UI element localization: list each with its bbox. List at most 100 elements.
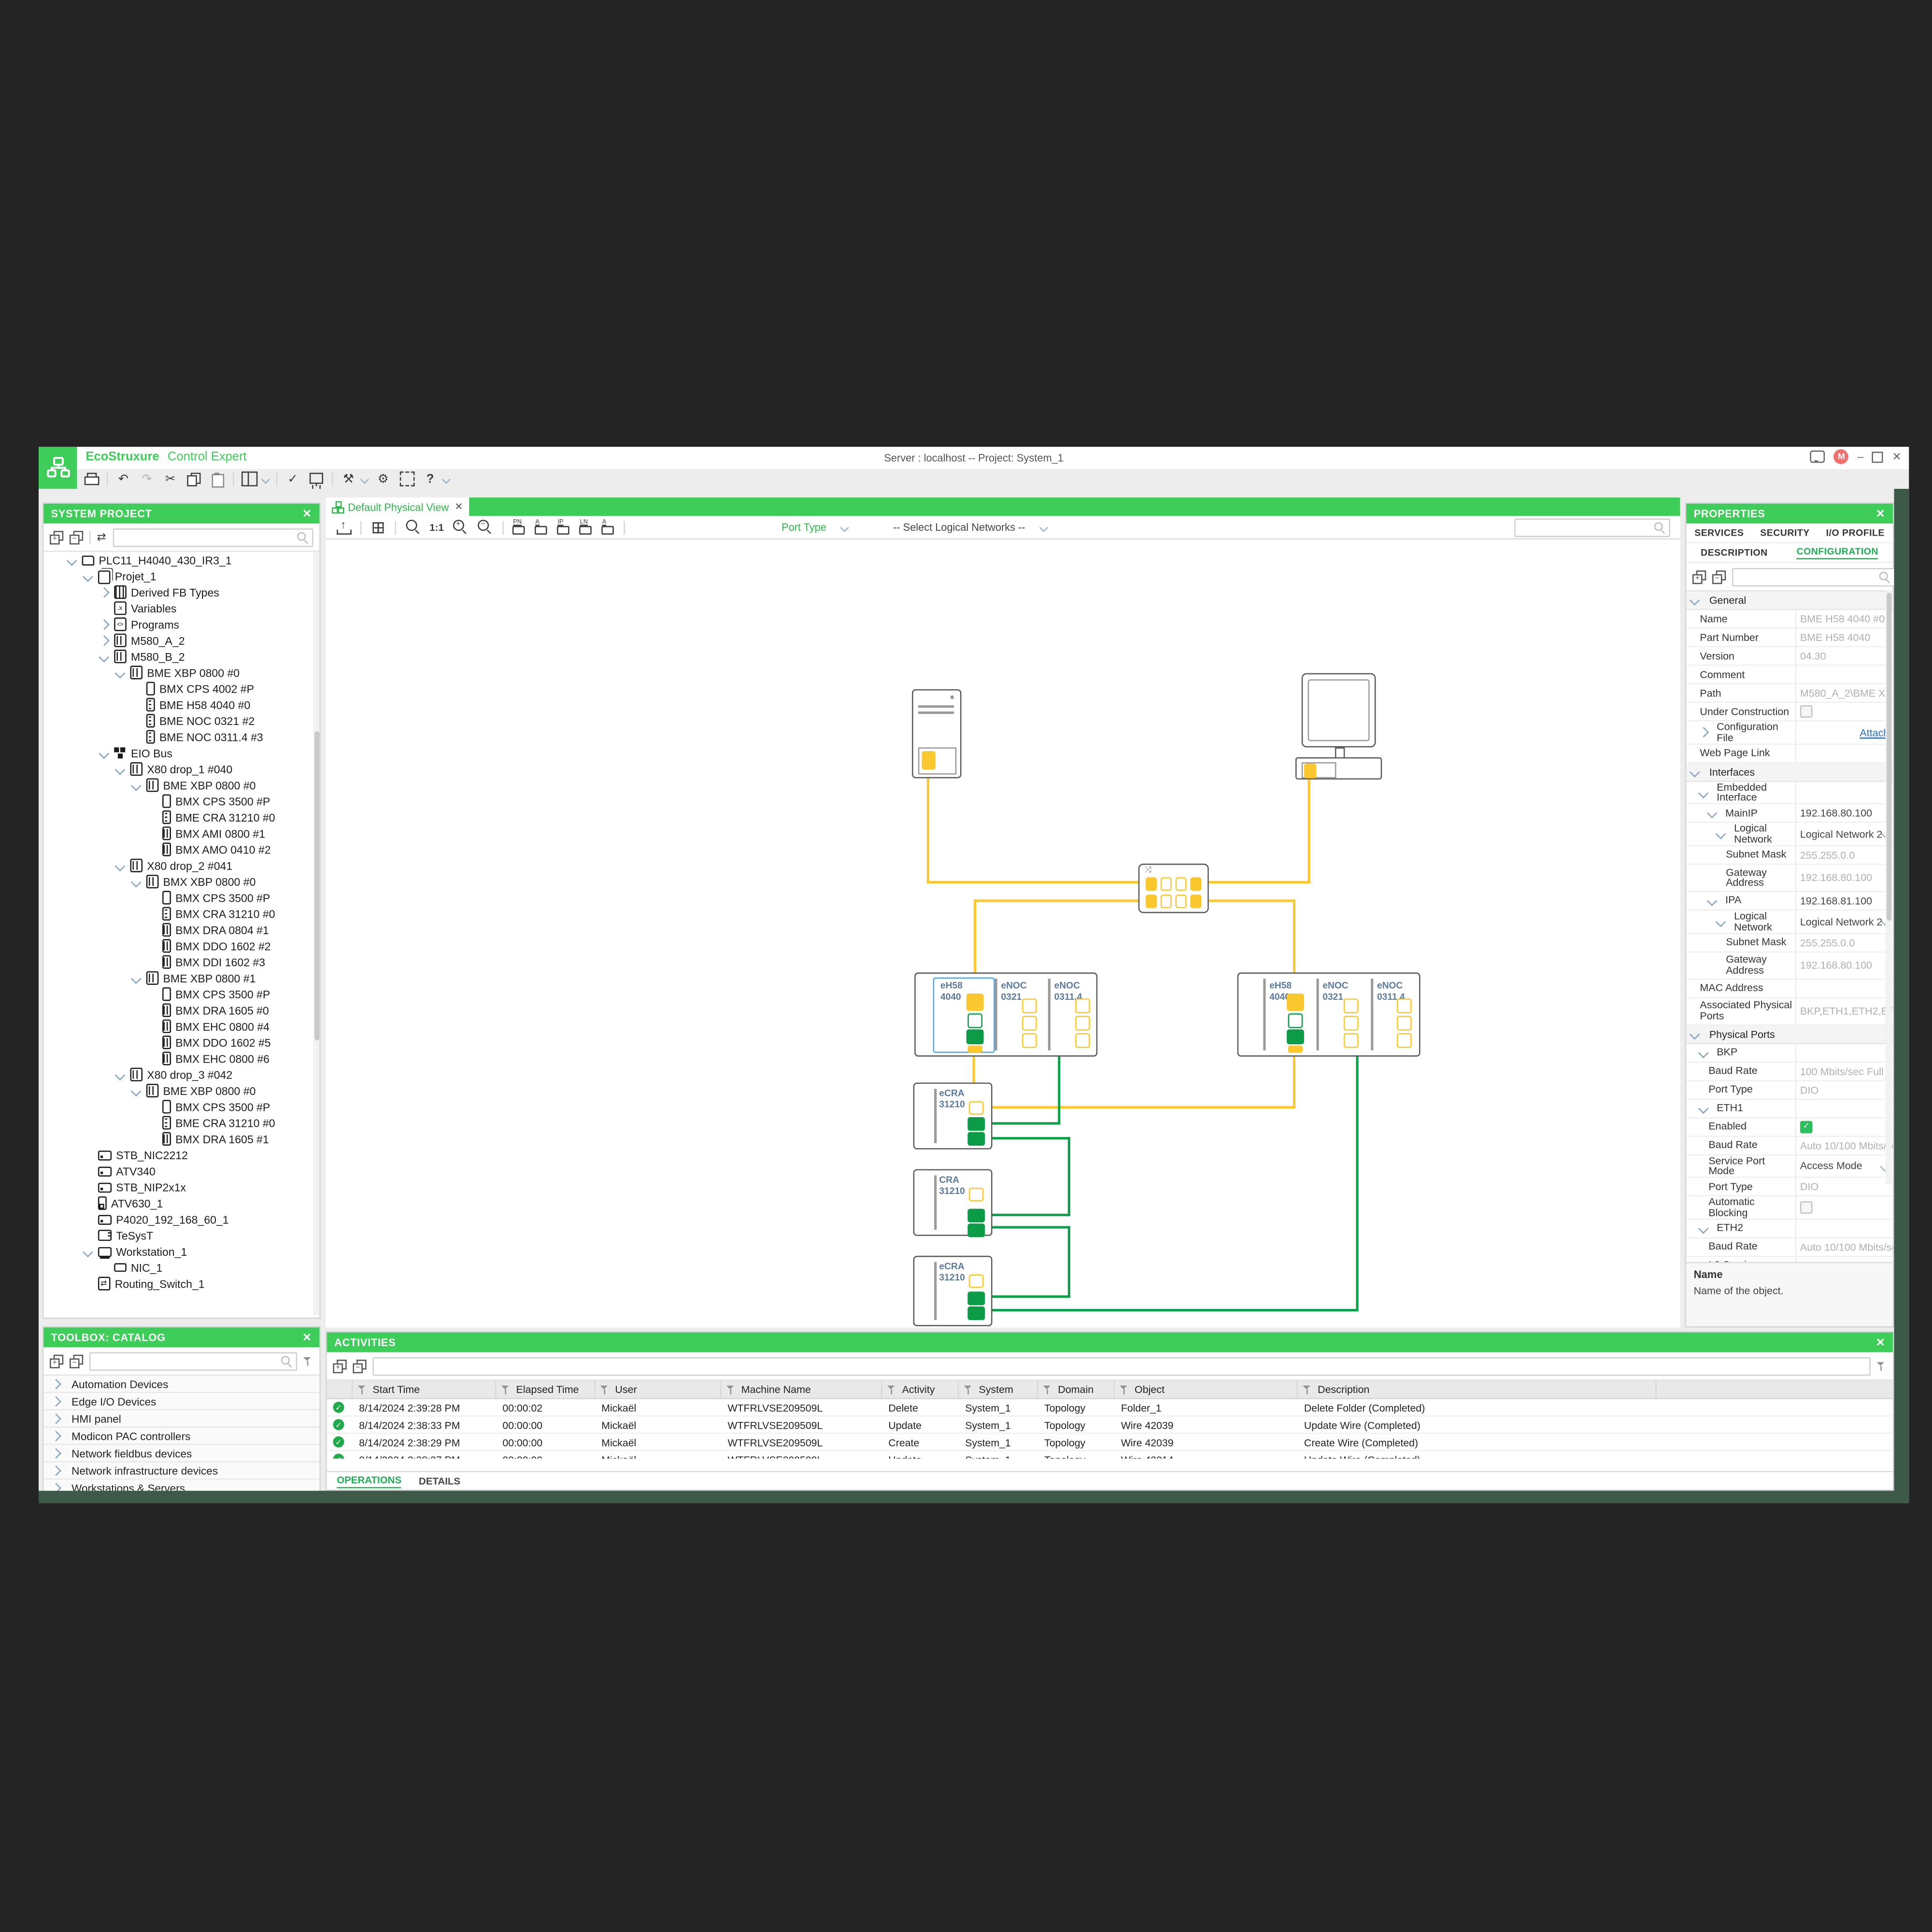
properties-search-input[interactable]: [1737, 569, 1878, 583]
column-header[interactable]: [1655, 1380, 1893, 1398]
wire[interactable]: [1356, 1034, 1359, 1312]
chevron-icon[interactable]: [1707, 895, 1717, 906]
close-tab-icon[interactable]: ✕: [455, 501, 463, 512]
close-icon[interactable]: ✕: [302, 1330, 312, 1343]
wire[interactable]: [983, 1213, 1070, 1216]
port[interactable]: [1022, 1033, 1037, 1048]
port[interactable]: [1175, 895, 1187, 909]
tree-item[interactable]: X80 drop_2 #041: [43, 857, 319, 873]
port[interactable]: [1175, 877, 1187, 891]
wire[interactable]: [1067, 1137, 1070, 1216]
minimize-button[interactable]: –: [1857, 450, 1864, 463]
wire[interactable]: [1293, 899, 1295, 995]
catalog-category[interactable]: Modicon PAC controllers: [43, 1427, 320, 1445]
tree-item[interactable]: BMX CRA 31210 #0: [43, 906, 319, 922]
zoom-fit-icon[interactable]: [405, 520, 420, 535]
settings-gear-icon[interactable]: ⚙: [377, 472, 389, 486]
tab-description[interactable]: DESCRIPTION: [1701, 547, 1768, 558]
chevron-icon[interactable]: [1716, 916, 1726, 926]
property-value[interactable]: 192.168.80.100: [1800, 871, 1872, 884]
physical-view-canvas[interactable]: ⤨ eH58 4040 eNOC 0321 eNOC 0311.4: [326, 540, 1680, 1328]
show-labels-icon[interactable]: A: [601, 519, 614, 535]
chevron-down-icon[interactable]: [115, 1069, 125, 1080]
wire[interactable]: [974, 899, 977, 995]
tree-item[interactable]: TeSysT: [43, 1227, 319, 1243]
column-header[interactable]: System: [957, 1380, 1037, 1398]
chevron-down-icon[interactable]: [131, 780, 141, 790]
property-section[interactable]: Interfaces: [1686, 763, 1893, 782]
expand-all-icon[interactable]: [50, 530, 64, 544]
tree-item[interactable]: BMX CPS 3500 #P: [43, 793, 319, 809]
port[interactable]: [1288, 1013, 1303, 1028]
expand-all-icon[interactable]: [1692, 569, 1706, 583]
restore-button[interactable]: [1872, 451, 1884, 463]
show-ip-icon[interactable]: IP: [556, 519, 570, 535]
undo-icon[interactable]: ↶: [118, 472, 129, 486]
filter-icon[interactable]: [1043, 1384, 1053, 1394]
tree-item[interactable]: BMX AMI 0800 #1: [43, 825, 319, 841]
tree-search[interactable]: [112, 527, 313, 547]
catalog-category[interactable]: Network fieldbus devices: [43, 1445, 320, 1463]
property-section[interactable]: General: [1686, 591, 1893, 611]
tree-item[interactable]: BMX CPS 4002 #P: [43, 681, 319, 696]
wire[interactable]: [972, 1106, 1295, 1109]
port[interactable]: [967, 1132, 985, 1146]
property-value[interactable]: DIO: [1800, 1083, 1818, 1096]
chevron-down-icon[interactable]: [131, 877, 141, 887]
wire[interactable]: [983, 1226, 1070, 1229]
port[interactable]: [1075, 1033, 1090, 1048]
activities-search-input[interactable]: [377, 1359, 1866, 1373]
collapse-all-icon[interactable]: [353, 1359, 367, 1373]
tab-details[interactable]: DETAILS: [419, 1475, 461, 1487]
tree-item[interactable]: PLC11_H4040_430_IR3_1: [43, 552, 319, 568]
property-value[interactable]: Auto 10/100 Mbits/sec: [1800, 1240, 1893, 1253]
port[interactable]: [1146, 895, 1157, 909]
property-value[interactable]: 04.30: [1800, 650, 1826, 662]
tree-item[interactable]: BMX DDO 1602 #5: [43, 1034, 319, 1050]
tree-item[interactable]: X80 drop_1 #040: [43, 761, 319, 777]
grid-icon[interactable]: [372, 521, 384, 533]
tab-security[interactable]: SECURITY: [1760, 527, 1810, 539]
wire[interactable]: [983, 1309, 1359, 1312]
toolbox-search[interactable]: [89, 1351, 298, 1370]
tree-item[interactable]: P4020_192_168_60_1: [43, 1211, 319, 1227]
checkbox-unchecked[interactable]: [1800, 705, 1813, 718]
tree-item[interactable]: Variables: [43, 600, 319, 616]
tree-item[interactable]: BMX DRA 1605 #1: [43, 1131, 319, 1147]
workstation-screen[interactable]: [1301, 673, 1376, 748]
catalog-category[interactable]: Automation Devices: [43, 1376, 320, 1393]
tab-i-o-profile[interactable]: I/O PROFILE: [1826, 527, 1885, 539]
activity-row[interactable]: ✓ 8/14/2024 2:38:27 PM00:00:00MickaëlWTFR…: [327, 1451, 1893, 1459]
canvas-search[interactable]: [1514, 518, 1670, 537]
tree-item[interactable]: BME CRA 31210 #0: [43, 1115, 319, 1131]
tree-item[interactable]: BMX XBP 0800 #0: [43, 874, 319, 890]
port[interactable]: [1287, 1029, 1304, 1044]
zoom-1-1-button[interactable]: 1:1: [429, 521, 444, 533]
port[interactable]: [1287, 993, 1304, 1011]
port[interactable]: [1396, 1016, 1412, 1031]
switch-device[interactable]: ⤨: [1138, 864, 1209, 913]
filter-icon[interactable]: [1876, 1361, 1887, 1371]
chevron-down-icon[interactable]: [67, 555, 77, 565]
activity-row[interactable]: ✓ 8/14/2024 2:39:28 PM 00:00:02 Mickaël WTFR…: [327, 1399, 1893, 1417]
tree-item[interactable]: M580_A_2: [43, 632, 319, 648]
wire[interactable]: [972, 1051, 975, 1109]
tree-item[interactable]: BMX DDI 1602 #3: [43, 954, 319, 970]
help-chevron-icon[interactable]: [441, 474, 451, 483]
dropdown-value[interactable]: Access Mode: [1800, 1159, 1862, 1172]
property-value[interactable]: DIO: [1800, 1180, 1818, 1193]
server-device[interactable]: [912, 689, 962, 779]
close-icon[interactable]: ✕: [302, 507, 312, 519]
collapse-all-icon[interactable]: [70, 530, 84, 544]
expand-all-icon[interactable]: [50, 1354, 64, 1368]
wire[interactable]: [1206, 881, 1310, 884]
feedback-bubble-icon[interactable]: [1810, 450, 1826, 463]
tree-item[interactable]: BME XBP 0800 #0: [43, 665, 319, 681]
wire[interactable]: [1058, 1034, 1061, 1125]
tab-operations[interactable]: OPERATIONS: [337, 1474, 402, 1488]
port[interactable]: [1190, 895, 1202, 909]
port[interactable]: [1343, 1033, 1359, 1048]
chevron-down-icon[interactable]: [131, 1085, 141, 1096]
close-icon[interactable]: ✕: [1875, 507, 1886, 519]
drop-device-2[interactable]: CRA 31210: [913, 1169, 993, 1237]
